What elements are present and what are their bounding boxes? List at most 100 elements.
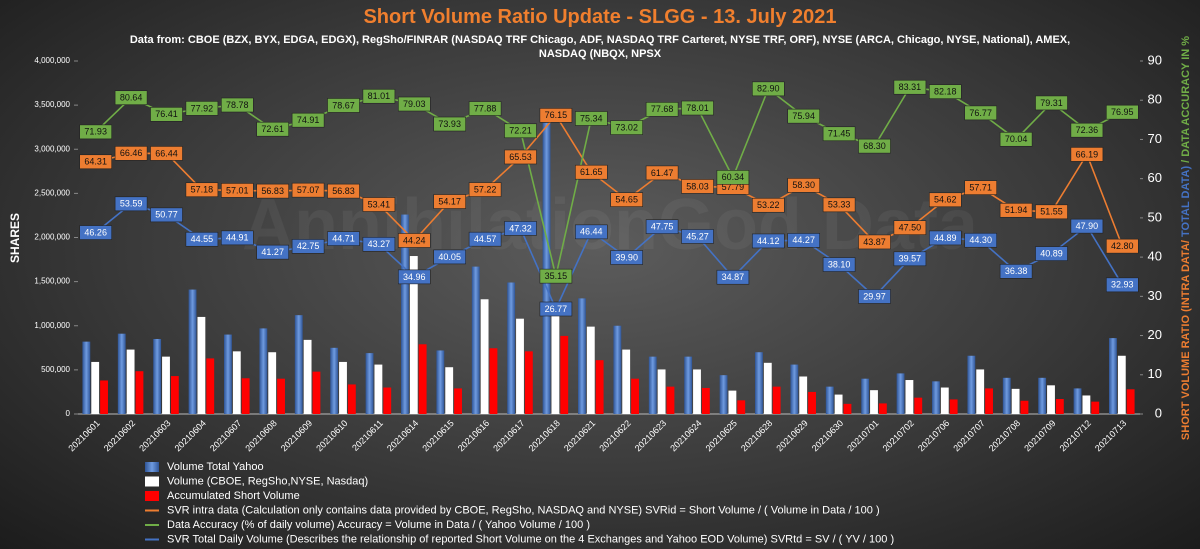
data-label-box xyxy=(397,96,431,112)
data-label: 65.53 xyxy=(509,152,532,162)
data-label-box xyxy=(893,79,927,95)
bar xyxy=(259,328,268,414)
bar xyxy=(763,362,772,414)
data-label: 44.57 xyxy=(474,234,497,244)
bar xyxy=(268,352,277,414)
data-label-box xyxy=(433,194,467,209)
data-label: 72.61 xyxy=(261,124,284,134)
data-label: 58.30 xyxy=(792,180,815,190)
x-tick-label: 20210706 xyxy=(916,418,951,453)
bar xyxy=(693,369,701,414)
legend-label: SVR intra data (Calculation only contain… xyxy=(167,504,880,516)
bar xyxy=(1082,395,1091,414)
data-label: 72.36 xyxy=(1076,125,1099,135)
legend-label: Volume (CBOE, RegSho,NYSE, Nasdaq) xyxy=(167,475,368,487)
y2-tick-label: 80 xyxy=(1148,92,1162,107)
data-label: 34.87 xyxy=(722,272,745,282)
x-tick-label: 20210607 xyxy=(208,418,243,453)
data-label: 56.83 xyxy=(261,186,284,196)
bar xyxy=(401,214,409,414)
x-tick-label: 20210617 xyxy=(491,418,526,453)
legend-label: Accumulated Short Volume xyxy=(167,490,300,502)
bar xyxy=(808,391,816,414)
bar xyxy=(1126,389,1135,414)
data-label: 36.38 xyxy=(1005,266,1028,276)
data-label: 79.03 xyxy=(403,99,426,109)
data-label: 53.22 xyxy=(757,200,780,210)
data-label-box xyxy=(999,131,1033,147)
bar xyxy=(914,397,923,414)
x-tick-label: 20210622 xyxy=(597,418,632,453)
data-label: 34.96 xyxy=(403,272,426,282)
x-tick-label: 20210616 xyxy=(456,418,491,453)
bar xyxy=(719,375,728,414)
data-label: 71.45 xyxy=(828,129,851,139)
data-label: 45.27 xyxy=(686,231,709,241)
y-tick-label: 2,500,000 xyxy=(34,188,70,197)
data-label-box xyxy=(291,239,325,254)
data-label: 74.91 xyxy=(297,115,320,125)
bar xyxy=(224,334,232,414)
data-label-box xyxy=(327,183,360,199)
legend-swatch xyxy=(145,491,159,501)
data-label-box xyxy=(79,154,112,170)
bar xyxy=(347,384,356,414)
data-label-box xyxy=(114,90,148,106)
data-label-box xyxy=(716,269,750,285)
data-label-box xyxy=(362,197,396,212)
data-label-box xyxy=(256,183,290,199)
bar xyxy=(383,387,392,414)
data-label-box xyxy=(256,244,290,260)
bar xyxy=(409,256,418,414)
bar xyxy=(1091,401,1100,414)
data-label-box xyxy=(681,179,714,194)
bar xyxy=(586,326,595,414)
data-label: 58.03 xyxy=(686,181,709,191)
data-label-box xyxy=(327,231,360,246)
y2-tick-label: 40 xyxy=(1148,249,1162,264)
data-label-box xyxy=(822,257,856,272)
bar xyxy=(1047,385,1055,414)
data-label: 66.46 xyxy=(120,148,143,158)
data-label-box xyxy=(185,182,219,198)
data-label-box xyxy=(751,81,785,97)
y2-axis-label-part: / DATA ACCURACY IN % xyxy=(1180,36,1192,166)
data-label: 66.19 xyxy=(1076,149,1099,159)
data-label: 53.33 xyxy=(828,200,851,210)
data-label-box xyxy=(964,232,998,248)
x-tick-label: 20210630 xyxy=(810,418,845,453)
data-label-box xyxy=(716,170,750,185)
x-tick-label: 20210604 xyxy=(173,418,208,453)
bar xyxy=(1038,377,1047,414)
bar xyxy=(1117,355,1126,414)
data-label-box xyxy=(964,105,998,121)
data-label: 79.31 xyxy=(1040,98,1063,108)
bar xyxy=(117,333,126,414)
data-label: 39.90 xyxy=(615,252,638,262)
data-label-box xyxy=(433,116,467,132)
bar xyxy=(480,299,489,414)
y2-tick-label: 50 xyxy=(1148,209,1162,224)
bar xyxy=(1109,338,1117,414)
bar xyxy=(1055,398,1064,414)
bar xyxy=(542,122,551,415)
bar xyxy=(277,378,285,414)
data-label-box xyxy=(610,120,644,135)
data-label-box xyxy=(822,126,856,142)
data-label-box xyxy=(221,97,254,113)
bar xyxy=(843,403,852,414)
data-label-box xyxy=(114,196,148,212)
data-label-box xyxy=(504,123,537,139)
data-label-box xyxy=(291,182,325,198)
data-label-box xyxy=(79,225,112,240)
data-label-box xyxy=(1035,246,1068,261)
bar xyxy=(303,339,312,414)
x-tick-label: 20210708 xyxy=(987,418,1022,453)
bar xyxy=(507,282,516,414)
x-tick-label: 20210611 xyxy=(350,418,385,453)
y-tick-label: 500,000 xyxy=(41,365,70,374)
y-tick-label: 4,000,000 xyxy=(34,56,70,65)
data-label-box xyxy=(362,236,396,252)
bar xyxy=(100,380,108,414)
